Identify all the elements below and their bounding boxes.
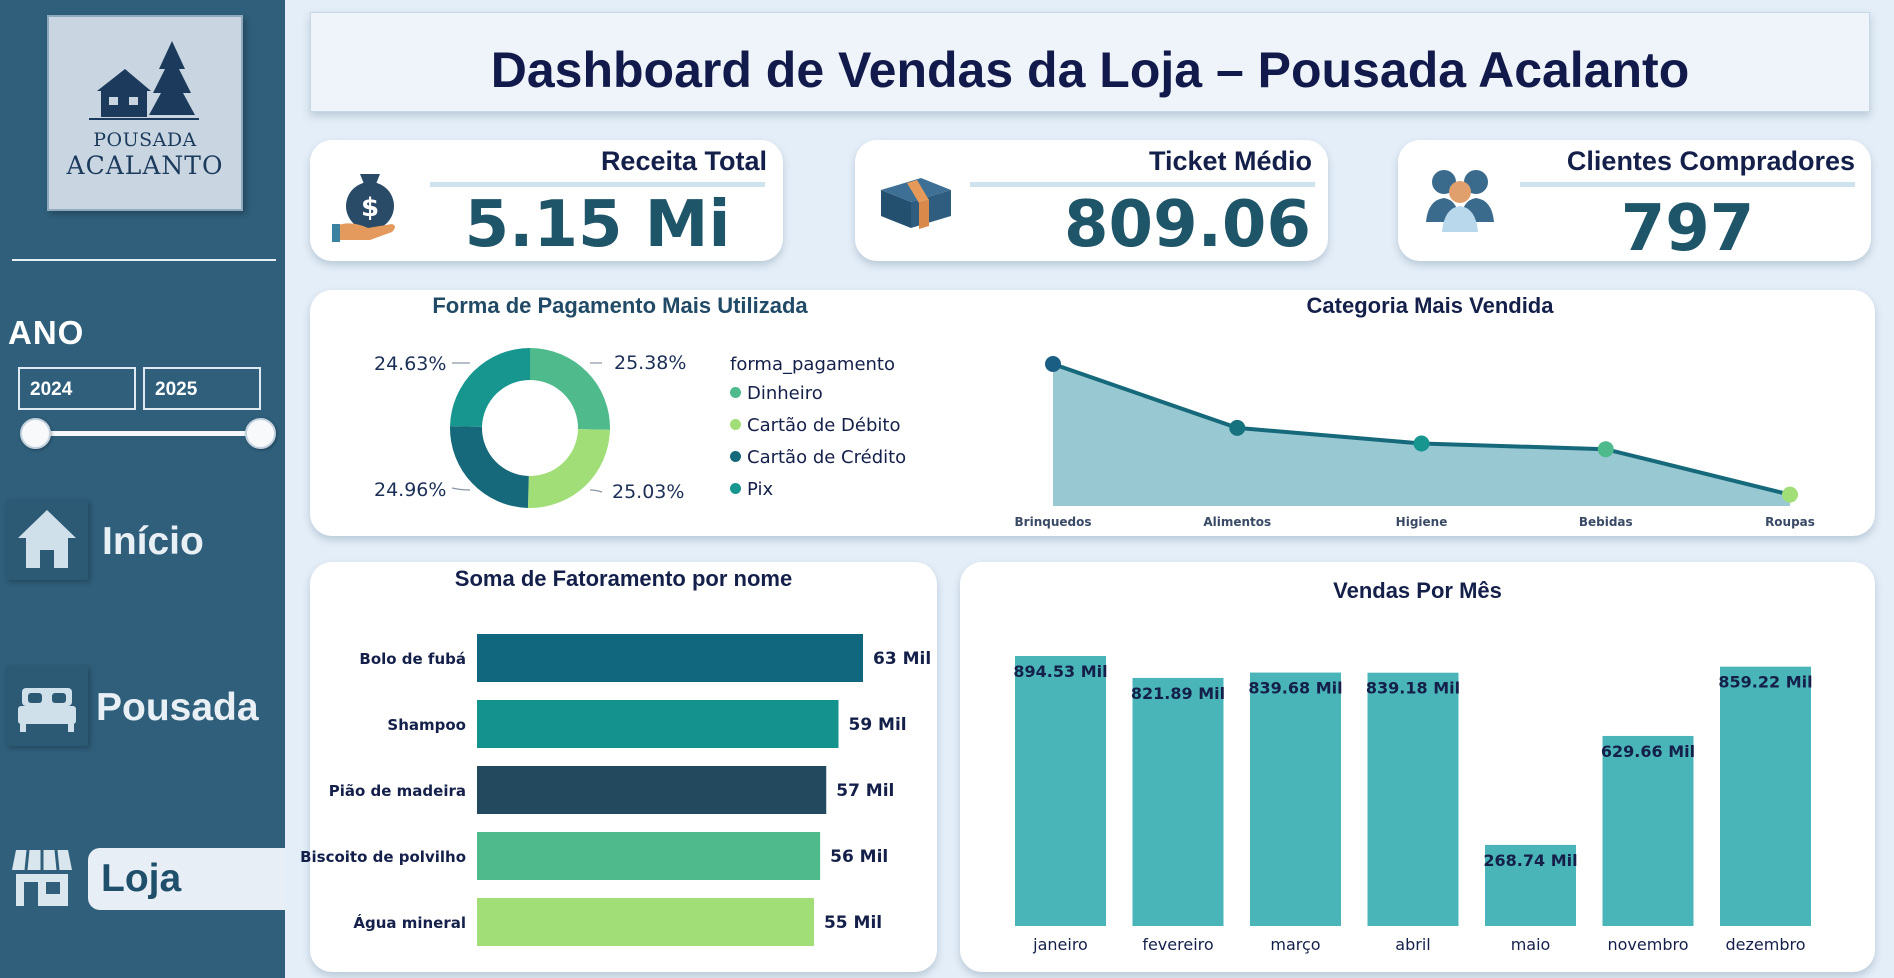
legend-label: Cartão de Débito <box>747 415 901 436</box>
store-icon <box>6 836 78 916</box>
legend-item-dinheiro[interactable]: Dinheiro <box>730 383 823 404</box>
kpi-divider <box>430 182 765 187</box>
year-start-input[interactable]: 2024 <box>18 367 136 410</box>
legend-item-debito[interactable]: Cartão de Débito <box>730 415 900 436</box>
legend-item-pix[interactable]: Pix <box>730 479 773 500</box>
page-title: Dashboard de Vendas da Loja – Pousada Ac… <box>490 42 1690 98</box>
hbar-chart-title: Soma de Fatoramento por nome <box>454 566 793 591</box>
nav-label-inicio: Início <box>102 520 204 563</box>
kpi-title-ticket: Ticket Médio <box>1148 146 1312 176</box>
customers-icon <box>1424 162 1504 246</box>
legend-dot <box>730 419 741 430</box>
legend-dot <box>730 483 741 494</box>
kpi-card-clientes: Clientes Compradores 797 <box>1398 140 1871 266</box>
nav-item-pousada[interactable]: Pousada <box>0 666 285 756</box>
pie-value-label-dinheiro: 25.38% <box>614 352 687 374</box>
money-bag-icon: $ <box>330 160 420 254</box>
logo-text-top: POUSADA <box>93 129 197 151</box>
sidebar-divider <box>12 259 276 261</box>
sidebar: POUSADA ACALANTO ANO 2024 2025 Início <box>0 0 285 978</box>
nav-active-highlight <box>88 848 285 910</box>
kpi-title-receita: Receita Total <box>600 146 767 176</box>
kpi-value-receita: 5.15 Mi <box>464 188 731 262</box>
year-filter-label: ANO <box>8 314 85 351</box>
legend-label: Pix <box>747 479 774 500</box>
logo: POUSADA ACALANTO <box>47 15 243 211</box>
bed-icon <box>6 666 88 746</box>
logo-text-bottom: ACALANTO <box>66 151 224 180</box>
pie-value-label-debito: 25.03% <box>612 481 685 503</box>
kpi-value-clientes: 797 <box>1620 192 1755 266</box>
kpi-title-clientes: Clientes Compradores <box>1566 146 1855 176</box>
year-end-input[interactable]: 2025 <box>143 367 261 410</box>
area-chart-title: Categoria Mais Vendida <box>1306 293 1554 318</box>
kpi-divider <box>1520 182 1855 187</box>
kpi-divider <box>970 182 1315 187</box>
nav-item-inicio[interactable]: Início <box>0 500 285 590</box>
kpi-card-ticket: Ticket Médio 809.06 <box>855 140 1328 262</box>
kpi-card-receita: $ Receita Total 5.15 Mi <box>310 140 783 262</box>
pie-value-label-credito: 24.96% <box>374 479 447 501</box>
legend-dot <box>730 387 741 398</box>
legend-dot <box>730 451 741 462</box>
nav-label-pousada: Pousada <box>96 686 259 729</box>
year-slider-end-handle[interactable] <box>245 418 276 449</box>
year-slider-start-handle[interactable] <box>20 418 51 449</box>
kpi-value-ticket: 809.06 <box>1064 188 1311 262</box>
panel-vendas-mes <box>960 562 1875 972</box>
nav-item-loja[interactable]: Loja <box>0 836 285 926</box>
cabin-logo-icon <box>89 41 199 120</box>
pie-chart-title: Forma de Pagamento Mais Utilizada <box>432 293 808 318</box>
pie-legend-title: forma_pagamento <box>730 354 895 375</box>
pie-value-label-pix: 24.63% <box>374 353 447 375</box>
month-chart-title: Vendas Por Mês <box>1333 578 1502 603</box>
legend-label: Cartão de Crédito <box>747 447 907 468</box>
panel-faturamento <box>310 562 937 972</box>
nav-label-loja: Loja <box>101 857 182 900</box>
home-icon <box>6 500 88 580</box>
svg-text:$: $ <box>361 193 379 223</box>
legend-item-credito[interactable]: Cartão de Crédito <box>730 447 906 468</box>
header: Dashboard de Vendas da Loja – Pousada Ac… <box>310 12 1870 112</box>
cash-stack-icon <box>877 170 957 244</box>
panel-top-charts <box>310 290 1875 536</box>
legend-label: Dinheiro <box>747 383 823 404</box>
year-slider-track[interactable] <box>36 431 261 436</box>
